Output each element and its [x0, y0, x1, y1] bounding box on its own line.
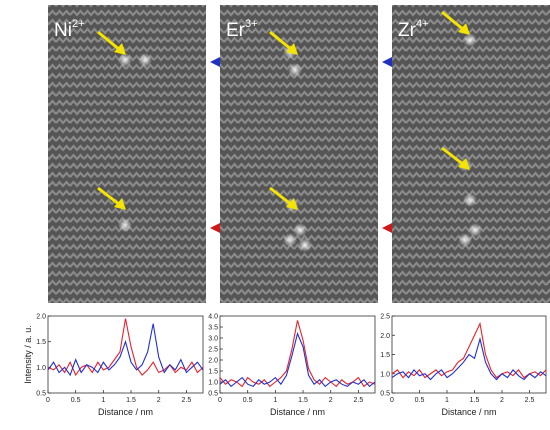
pointer-arrowhead — [114, 43, 126, 55]
bright-spot — [458, 233, 472, 247]
pointer-arrow — [441, 10, 465, 32]
y-tick-label: 1.5 — [380, 352, 390, 359]
pointer-arrowhead — [286, 198, 298, 210]
y-tick-label: 1.5 — [208, 369, 218, 376]
y-tick-label: 2.5 — [208, 347, 218, 354]
marker-red — [210, 223, 220, 233]
ion-label: Ni2+ — [54, 18, 85, 41]
bright-spot — [138, 53, 152, 67]
y-tick-label: 1.0 — [208, 380, 218, 387]
micrograph — [220, 5, 378, 303]
data-line — [219, 331, 376, 388]
ion-symbol: Er — [226, 20, 246, 41]
x-tick-label: 1.5 — [298, 397, 308, 404]
pointer-arrowhead — [114, 198, 126, 210]
ion-charge: 4+ — [416, 18, 429, 30]
ion-label: Zr4+ — [398, 18, 428, 41]
x-tick-label: 0 — [390, 397, 394, 404]
bright-spot — [293, 223, 307, 237]
y-tick-label: 2.0 — [36, 314, 46, 321]
ion-charge: 2+ — [72, 18, 85, 30]
y-tick-label: 2.0 — [208, 358, 218, 365]
marker-red — [382, 223, 392, 233]
y-tick-label: 0.5 — [208, 391, 218, 398]
x-tick-label: 1 — [445, 397, 449, 404]
x-tick-label: 2.5 — [525, 397, 535, 404]
pointer-arrowhead — [458, 158, 470, 170]
bright-spot — [468, 223, 482, 237]
x-tick-label: 1.5 — [470, 397, 480, 404]
micrograph — [48, 5, 206, 303]
y-tick-label: 4.0 — [208, 314, 218, 321]
y-tick-label: 0.5 — [380, 391, 390, 398]
pointer-arrow — [269, 186, 293, 207]
y-tick-label: 2.0 — [380, 333, 390, 340]
bright-spot — [283, 233, 297, 247]
y-tick-label: 3.0 — [208, 336, 218, 343]
x-tick-label: 0.5 — [243, 397, 253, 404]
x-tick-label: 2 — [329, 397, 333, 404]
pointer-arrow — [97, 186, 121, 207]
ion-symbol: Ni — [54, 20, 72, 41]
pointer-arrow — [269, 30, 293, 52]
x-tick-label: 0.5 — [415, 397, 425, 404]
x-axis-label: Distance / nm — [98, 407, 153, 417]
y-tick-label: 1.0 — [36, 365, 46, 372]
bright-spot — [118, 218, 132, 232]
pointer-arrow — [441, 146, 465, 167]
marker-blue — [382, 57, 392, 67]
plot-frame — [219, 315, 376, 394]
y-tick-label: 3.5 — [208, 325, 218, 332]
x-tick-label: 1 — [101, 397, 105, 404]
data-line — [219, 320, 376, 388]
x-tick-label: 0 — [218, 397, 222, 404]
pointer-arrowhead — [458, 23, 470, 35]
y-tick-label: 1.5 — [36, 339, 46, 346]
x-tick-label: 1.5 — [126, 397, 136, 404]
micrograph — [392, 5, 550, 303]
y-tick-label: 2.5 — [380, 314, 390, 321]
x-tick-label: 2.5 — [354, 397, 364, 404]
y-axis-label: Intensity / a. u. — [23, 325, 33, 384]
pointer-arrow — [97, 30, 121, 52]
data-line — [47, 323, 204, 377]
y-tick-label: 1.0 — [380, 371, 390, 378]
bright-spot — [298, 238, 312, 252]
x-tick-label: 2 — [157, 397, 161, 404]
x-tick-label: 0.5 — [71, 397, 81, 404]
x-tick-label: 2.5 — [182, 397, 192, 404]
data-line — [391, 321, 547, 379]
x-axis-label: Distance / nm — [270, 407, 325, 417]
x-axis-label: Distance / nm — [441, 407, 496, 417]
bright-spot — [118, 53, 132, 67]
ion-charge: 3+ — [245, 18, 258, 30]
y-tick-label: 0.5 — [36, 391, 46, 398]
x-tick-label: 0 — [46, 397, 50, 404]
bright-spot — [288, 63, 302, 77]
plot-frame — [47, 315, 204, 394]
ion-symbol: Zr — [398, 20, 417, 41]
marker-blue — [210, 57, 220, 67]
data-line — [391, 336, 547, 381]
x-tick-label: 2 — [500, 397, 504, 404]
bright-spot — [463, 193, 477, 207]
ion-label: Er3+ — [226, 18, 258, 41]
data-line — [47, 318, 204, 377]
bright-spot — [463, 33, 477, 47]
x-tick-label: 1 — [273, 397, 277, 404]
pointer-arrowhead — [286, 43, 298, 55]
